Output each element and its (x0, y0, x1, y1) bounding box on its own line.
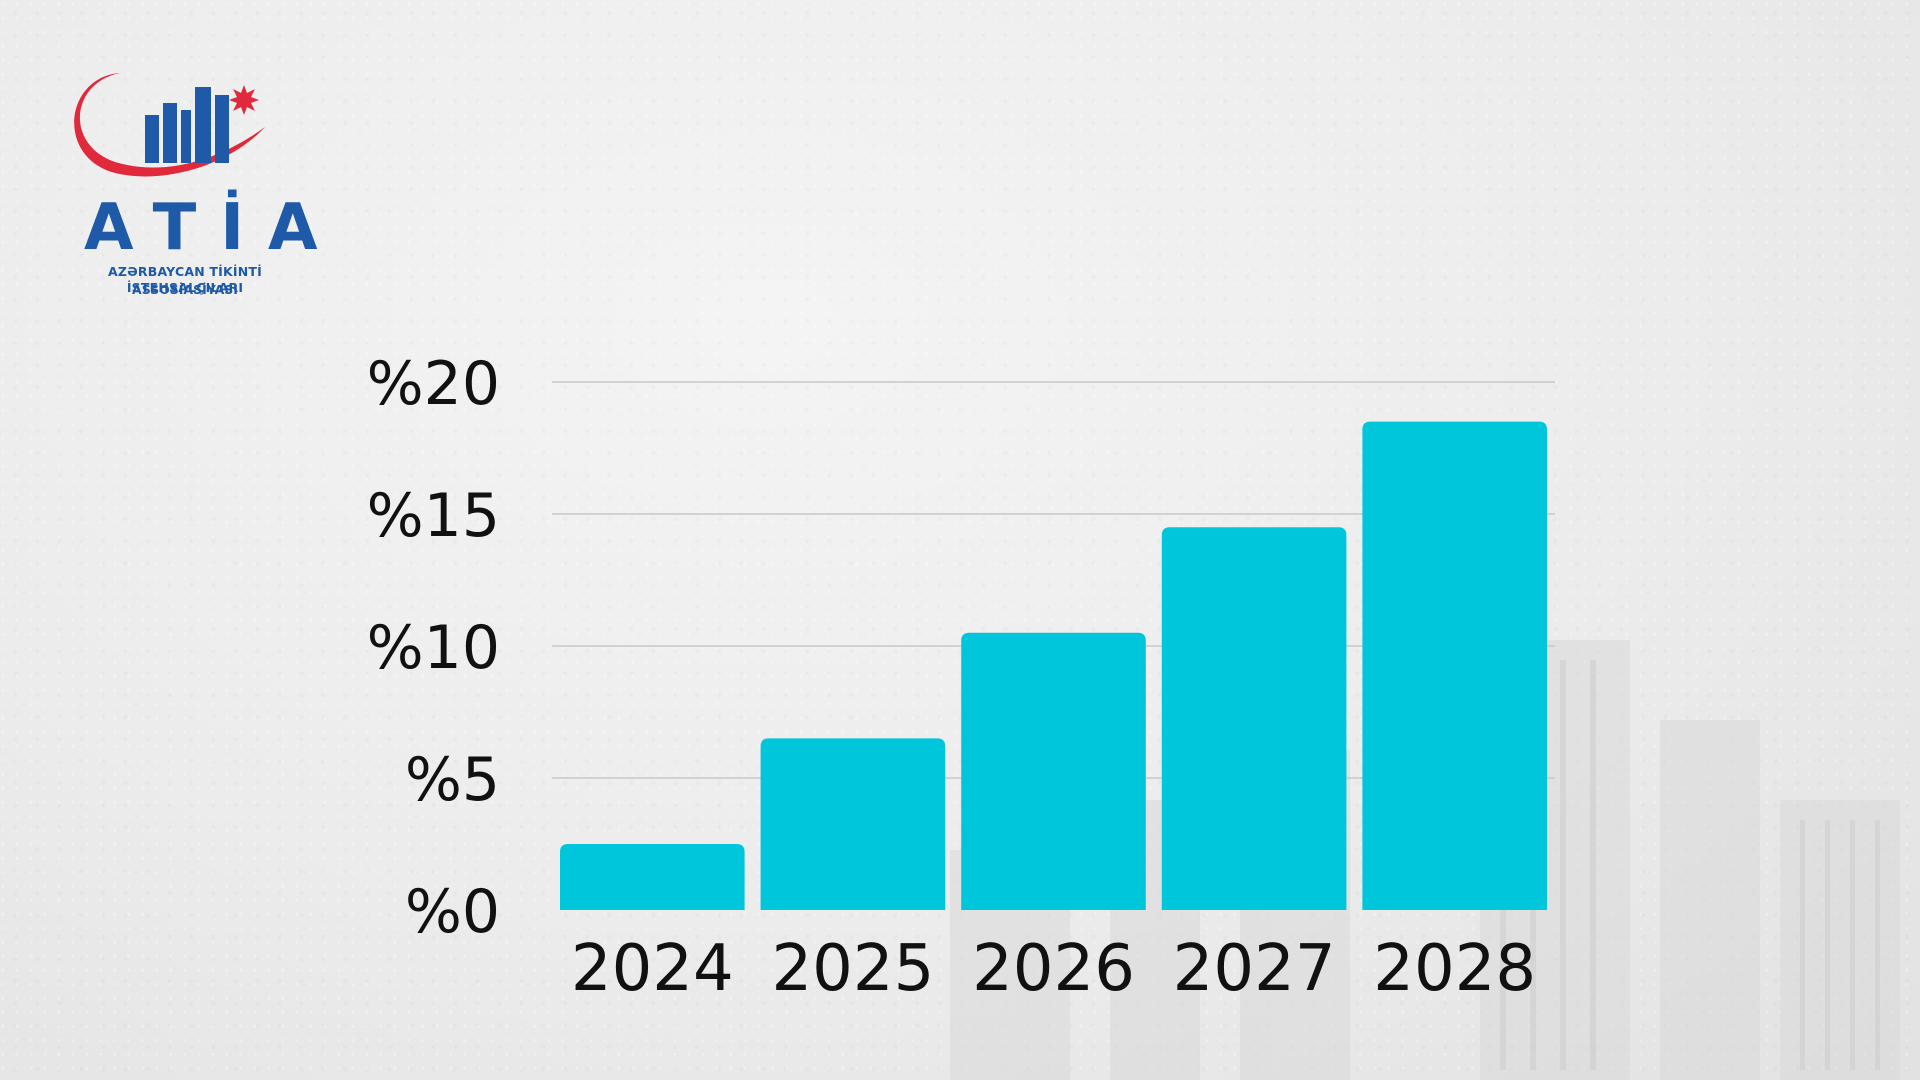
logo-subtitle-line1: AZƏRBAYCAN TİKİNTİ İSTEHSALÇILARI (107, 264, 262, 295)
bar-2027 (1161, 527, 1347, 910)
logo-buildings-icon (145, 87, 229, 163)
x-category-label: 2028 (1373, 932, 1536, 1006)
logo-subtitle-line2: ASSOSİASİYASI (132, 282, 238, 297)
bar-2028 (1362, 421, 1547, 910)
bar-2024 (560, 844, 745, 910)
y-tick-label: %20 (367, 349, 500, 419)
x-category-label: 2025 (771, 932, 934, 1006)
x-category-label: 2026 (972, 932, 1135, 1006)
logo-star-icon (229, 85, 259, 115)
y-tick-label: %5 (405, 745, 500, 815)
y-tick-label: %10 (367, 613, 500, 683)
bar-2025 (760, 738, 946, 910)
x-category-label: 2024 (571, 932, 734, 1006)
logo-emblem (74, 73, 265, 177)
x-category-label: 2027 (1173, 932, 1336, 1006)
bar-2026 (961, 632, 1146, 910)
y-tick-label: %0 (405, 877, 500, 947)
logo-crescent (74, 73, 265, 177)
y-tick-label: %15 (367, 481, 500, 551)
logo-title: ATİA (84, 191, 342, 265)
atia-logo: ATİA AZƏRBAYCAN TİKİNTİ İSTEHSALÇILARI A… (60, 65, 342, 305)
